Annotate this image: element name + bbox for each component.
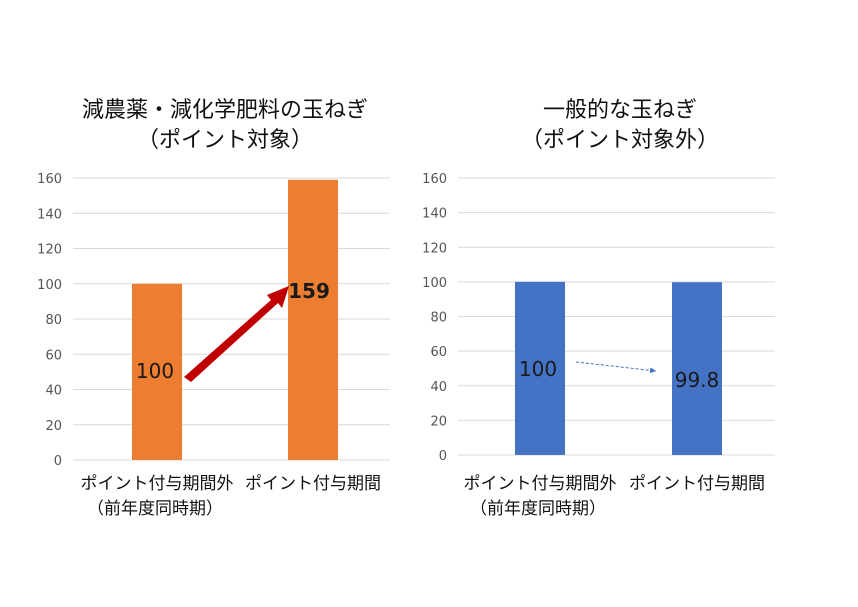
- right-change-arrow: [575, 361, 657, 374]
- left-category-label: ポイント付与期間: [245, 474, 381, 494]
- right-bar-1-data-label: 100: [519, 357, 557, 381]
- right-y-tick-label: 0: [439, 449, 447, 464]
- right-y-tick-label: 120: [422, 241, 447, 256]
- left-y-tick-label: 0: [54, 454, 62, 469]
- left-chart-subtitle: （ポイント対象）: [137, 128, 313, 153]
- right-y-tick-label: 40: [430, 380, 447, 395]
- left-increase-arrow: [184, 286, 289, 382]
- left-category-label: ポイント付与期間外: [81, 474, 234, 494]
- right-y-tick-label: 20: [430, 414, 447, 429]
- right-category-label: （前年度同時期）: [470, 499, 606, 519]
- left-bar-2-data-label: 159: [288, 279, 330, 303]
- left-y-tick-label: 120: [37, 243, 62, 258]
- right-bar-2-data-label: 99.8: [675, 368, 720, 392]
- right-y-tick-label: 80: [430, 311, 447, 326]
- right-bar-2: [672, 282, 722, 455]
- left-y-tick-label: 140: [37, 207, 62, 222]
- right-y-tick-label: 100: [422, 276, 447, 291]
- right-category-label: ポイント付与期間外: [464, 474, 617, 494]
- left-bar-2: [288, 179, 338, 460]
- left-y-tick-label: 60: [45, 348, 62, 363]
- left-y-tick-label: 40: [45, 384, 62, 399]
- right-category-label: ポイント付与期間: [629, 474, 765, 494]
- left-chart: 0 20 40 60 80 100 120 140 160 ポイント付与期間外 （前年度同時期） ポイ…: [37, 172, 390, 519]
- left-chart-title: 減農薬・減化学肥料の玉ねぎ: [82, 98, 368, 123]
- left-bar-1: [132, 283, 182, 460]
- right-y-tick-label: 140: [422, 207, 447, 222]
- right-chart: 0 20 40 60 80 100 120 140 160 ポイント付与期間外 （前年度同時期） ポイ…: [422, 172, 775, 519]
- right-bar-1: [515, 281, 565, 455]
- right-chart-subtitle: （ポイント対象外）: [521, 128, 719, 153]
- left-y-tick-label: 100: [37, 278, 62, 293]
- right-chart-title: 一般的な玉ねぎ: [543, 98, 697, 123]
- left-y-tick-label: 80: [45, 313, 62, 328]
- left-y-tick-label: 160: [37, 172, 62, 187]
- right-y-tick-label: 160: [422, 172, 447, 187]
- left-y-tick-label: 20: [45, 419, 62, 434]
- right-y-tick-label: 60: [430, 345, 447, 360]
- left-bar-1-data-label: 100: [136, 359, 174, 383]
- left-category-label: （前年度同時期）: [87, 499, 223, 519]
